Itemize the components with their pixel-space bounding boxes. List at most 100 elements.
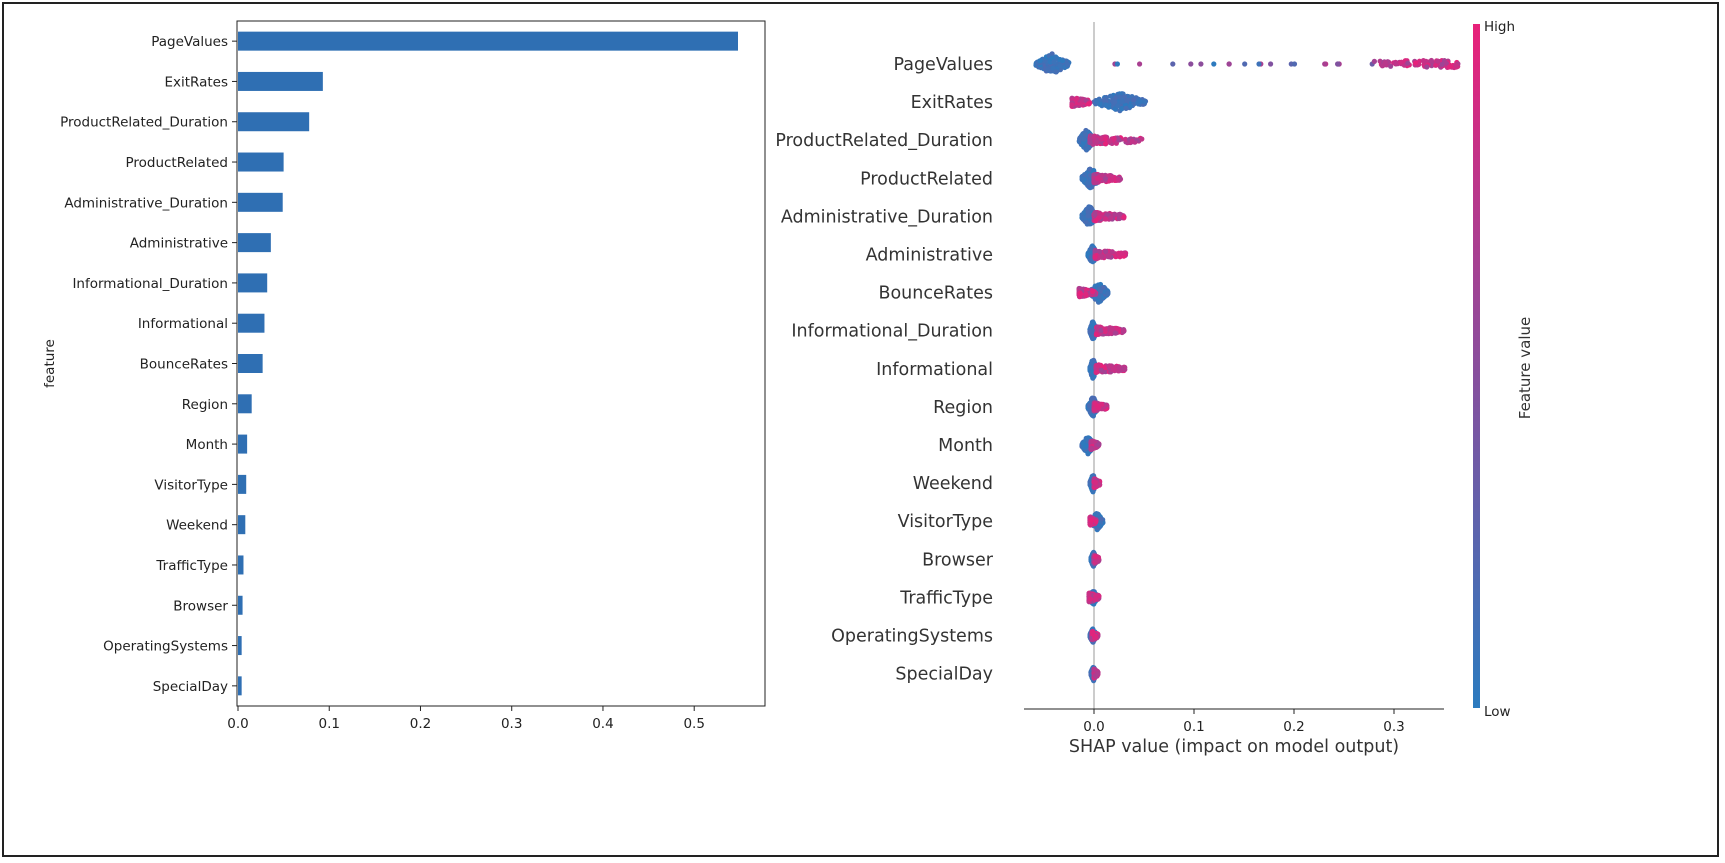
y-tick-label: ExitRates <box>164 74 228 90</box>
shap-point <box>1081 136 1087 142</box>
shap-point <box>1093 634 1099 640</box>
shap-point <box>1085 180 1091 186</box>
bar <box>238 474 247 494</box>
y-tick-label: VisitorType <box>154 477 228 493</box>
shap-point <box>1112 211 1118 217</box>
feature-label: Month <box>938 436 993 456</box>
high-value-points <box>1091 666 1101 681</box>
shap-point <box>1371 58 1377 64</box>
shap-point <box>1137 61 1143 67</box>
shap-point <box>1105 291 1111 297</box>
shap-point <box>1086 591 1092 598</box>
shap-point <box>1079 176 1085 182</box>
shap-point <box>1057 63 1063 69</box>
shap-point <box>1078 291 1084 297</box>
shap-point <box>1093 218 1099 224</box>
shap-point <box>1393 61 1399 67</box>
low-value-points <box>1033 51 1072 75</box>
shap-point <box>1092 553 1098 560</box>
y-tick-label: Weekend <box>166 518 228 534</box>
shap-point <box>1085 209 1091 215</box>
shap-point <box>1123 105 1129 111</box>
shap-point <box>1095 403 1101 409</box>
shap-point <box>1088 517 1094 523</box>
shap-point <box>1094 369 1100 375</box>
x-tick-label: 0.2 <box>1283 719 1304 735</box>
x-axis-title: SHAP value (impact on model output) <box>1069 737 1399 757</box>
bar <box>238 71 323 91</box>
shap-point <box>1096 523 1102 529</box>
plot-frame <box>236 20 766 707</box>
y-tick-label: Administrative <box>130 236 228 252</box>
shap-point <box>1101 97 1108 103</box>
shap-point <box>1291 61 1298 67</box>
y-tick-label: TrafficType <box>155 558 228 574</box>
shap-point <box>1094 175 1100 182</box>
feature-label: PageValues <box>893 55 993 75</box>
feature-label: Region <box>933 398 993 418</box>
high-value-points <box>1093 324 1127 338</box>
shap-point <box>1082 132 1089 138</box>
high-value-points <box>1091 400 1110 414</box>
high-value-points <box>1091 210 1127 224</box>
shap-point <box>1097 286 1103 292</box>
shap-point <box>1098 136 1104 142</box>
feature-label: BounceRates <box>878 284 993 304</box>
shap-point <box>1102 141 1109 147</box>
low-value-points <box>1091 91 1149 114</box>
shap-point <box>1085 213 1091 219</box>
shap-point <box>1087 328 1093 335</box>
y-tick-label: OperatingSystems <box>103 639 228 655</box>
shap-point <box>1112 99 1118 105</box>
shap-point <box>1092 480 1098 486</box>
y-tick-label: Administrative_Duration <box>64 195 228 211</box>
shap-point <box>1093 596 1099 602</box>
y-tick-label: Informational_Duration <box>72 276 228 292</box>
shap-point <box>1111 366 1117 372</box>
shap-point <box>1119 251 1125 257</box>
shap-point <box>1107 93 1113 99</box>
shap-point <box>1170 61 1176 67</box>
colorbar-high-label: High <box>1484 19 1515 35</box>
high-value-points <box>1076 285 1099 300</box>
shap-point <box>1131 97 1137 103</box>
colorbar-low-label: Low <box>1484 704 1511 720</box>
feature-label: Informational <box>876 360 993 380</box>
shap-point <box>1108 215 1114 221</box>
bar <box>238 112 310 132</box>
x-tick-label: 0.0 <box>227 716 248 732</box>
shap-point <box>1074 95 1080 101</box>
shap-point <box>1405 60 1411 66</box>
shap-point <box>1090 439 1096 445</box>
shap-point <box>1087 140 1093 146</box>
feature-label: ProductRelated <box>860 169 993 189</box>
x-tick-label: 0.3 <box>1383 719 1404 735</box>
bar <box>238 434 248 454</box>
shap-point <box>1093 558 1099 564</box>
high-value-points <box>1069 95 1093 109</box>
bar <box>238 313 265 333</box>
shap-point <box>1091 407 1098 413</box>
high-value-points <box>1087 514 1099 528</box>
shap-point <box>1398 59 1405 65</box>
feature-label: SpecialDay <box>895 665 993 685</box>
shap-point <box>1053 69 1059 75</box>
bar <box>238 394 252 414</box>
bar <box>238 273 268 293</box>
shap-point <box>1420 58 1426 64</box>
shap-point <box>1111 136 1117 142</box>
x-tick-label: 0.1 <box>1183 719 1204 735</box>
shap-point <box>1412 60 1419 66</box>
bar <box>238 31 738 51</box>
shap-point <box>1102 326 1108 332</box>
shap-point <box>1069 102 1075 108</box>
high-value-points <box>1091 476 1103 491</box>
shap-point <box>1117 94 1123 100</box>
shap-point <box>1092 254 1098 260</box>
y-tick-label: ProductRelated_Duration <box>60 115 228 131</box>
shap-point <box>1089 629 1095 635</box>
feature-label: ProductRelated_Duration <box>775 131 993 151</box>
high-value-points <box>1087 133 1145 147</box>
